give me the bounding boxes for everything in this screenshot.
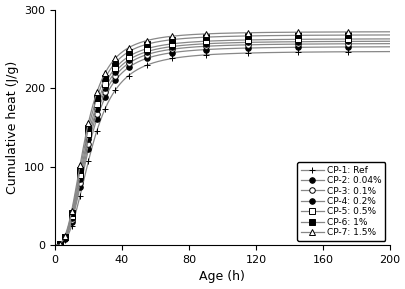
CP-6: 1%: (0, 0): 1%: (0, 0) [52,243,57,247]
Line: CP-5: 0.5%: CP-5: 0.5% [55,39,389,245]
CP-6: 1%: (145, 267): 1%: (145, 267) [295,34,300,37]
CP-1: Ref: (200, 246): Ref: (200, 246) [386,50,391,53]
CP-5: 0.5%: (184, 263): 0.5%: (184, 263) [360,37,364,41]
CP-2: 0.04%: (84, 248): 0.04%: (84, 248) [193,49,198,52]
CP-1: Ref: (184, 246): Ref: (184, 246) [360,50,364,53]
CP-4: 0.2%: (184, 260): 0.2%: (184, 260) [360,40,364,43]
CP-4: 0.2%: (95, 257): 0.2%: (95, 257) [211,42,216,45]
CP-1: Ref: (194, 246): Ref: (194, 246) [376,50,381,53]
CP-3: 0.1%: (200, 257): 0.1%: (200, 257) [386,42,391,45]
CP-7: 1.5%: (0, 0): 1.5%: (0, 0) [52,243,57,247]
CP-3: 0.1%: (85.6, 253): 0.1%: (85.6, 253) [196,45,200,49]
CP-6: 1%: (95, 265): 1%: (95, 265) [211,35,216,38]
CP-5: 0.5%: (0, 0): 0.5%: (0, 0) [52,243,57,247]
CP-3: 0.1%: (84, 252): 0.1%: (84, 252) [193,45,198,49]
CP-4: 0.2%: (84, 256): 0.2%: (84, 256) [193,42,198,46]
CP-6: 1%: (184, 268): 1%: (184, 268) [360,33,364,37]
CP-6: 1%: (85.6, 264): 1%: (85.6, 264) [196,36,200,39]
CP-4: 0.2%: (145, 259): 0.2%: (145, 259) [295,40,300,43]
CP-7: 1.5%: (85.6, 269): 1.5%: (85.6, 269) [196,32,200,36]
CP-7: 1.5%: (184, 272): 1.5%: (184, 272) [360,30,364,34]
CP-6: 1%: (200, 268): 1%: (200, 268) [386,33,391,37]
CP-2: 0.04%: (95, 250): 0.04%: (95, 250) [211,47,216,51]
CP-1: Ref: (0, 0): Ref: (0, 0) [52,243,57,247]
Legend: CP-1: Ref, CP-2: 0.04%, CP-3: 0.1%, CP-4: 0.2%, CP-5: 0.5%, CP-6: 1%, CP-7: 1.5%: CP-1: Ref, CP-2: 0.04%, CP-3: 0.1%, CP-4… [296,162,384,241]
CP-1: Ref: (85.6, 242): Ref: (85.6, 242) [196,54,200,57]
CP-7: 1.5%: (194, 272): 1.5%: (194, 272) [376,30,381,34]
X-axis label: Age (h): Age (h) [199,271,245,284]
CP-3: 0.1%: (95, 254): 0.1%: (95, 254) [211,44,216,48]
Line: CP-1: Ref: CP-1: Ref [55,51,389,245]
Line: CP-4: 0.2%: CP-4: 0.2% [55,41,389,245]
CP-5: 0.5%: (194, 263): 0.5%: (194, 263) [376,37,381,41]
CP-6: 1%: (194, 268): 1%: (194, 268) [376,33,381,37]
CP-6: 1%: (84, 264): 1%: (84, 264) [193,36,198,39]
CP-7: 1.5%: (200, 272): 1.5%: (200, 272) [386,30,391,34]
CP-4: 0.2%: (85.6, 256): 0.2%: (85.6, 256) [196,42,200,46]
CP-4: 0.2%: (194, 260): 0.2%: (194, 260) [376,40,381,43]
CP-7: 1.5%: (95, 269): 1.5%: (95, 269) [211,32,216,35]
CP-1: Ref: (84, 241): Ref: (84, 241) [193,54,198,57]
Line: CP-3: 0.1%: CP-3: 0.1% [55,44,389,245]
CP-3: 0.1%: (194, 257): 0.1%: (194, 257) [376,42,381,45]
CP-2: 0.04%: (0, 0): 0.04%: (0, 0) [52,243,57,247]
CP-5: 0.5%: (85.6, 259): 0.5%: (85.6, 259) [196,40,200,43]
CP-5: 0.5%: (84, 259): 0.5%: (84, 259) [193,40,198,44]
CP-7: 1.5%: (84, 268): 1.5%: (84, 268) [193,33,198,36]
CP-2: 0.04%: (145, 252): 0.04%: (145, 252) [295,46,300,49]
CP-5: 0.5%: (145, 262): 0.5%: (145, 262) [295,38,300,41]
Line: CP-6: 1%: CP-6: 1% [55,35,389,245]
CP-3: 0.1%: (0, 0): 0.1%: (0, 0) [52,243,57,247]
CP-2: 0.04%: (184, 252): 0.04%: (184, 252) [360,45,364,49]
CP-3: 0.1%: (145, 256): 0.1%: (145, 256) [295,42,300,46]
CP-2: 0.04%: (85.6, 248): 0.04%: (85.6, 248) [196,48,200,52]
CP-1: Ref: (95, 243): Ref: (95, 243) [211,53,216,56]
CP-4: 0.2%: (200, 260): 0.2%: (200, 260) [386,40,391,43]
CP-4: 0.2%: (0, 0): 0.2%: (0, 0) [52,243,57,247]
CP-2: 0.04%: (200, 253): 0.04%: (200, 253) [386,45,391,49]
Line: CP-7: 1.5%: CP-7: 1.5% [55,32,389,245]
CP-3: 0.1%: (184, 256): 0.1%: (184, 256) [360,42,364,45]
CP-5: 0.5%: (200, 263): 0.5%: (200, 263) [386,37,391,41]
CP-1: Ref: (145, 246): Ref: (145, 246) [295,50,300,54]
CP-2: 0.04%: (194, 253): 0.04%: (194, 253) [376,45,381,49]
CP-5: 0.5%: (95, 260): 0.5%: (95, 260) [211,39,216,42]
Y-axis label: Cumulative heat (J/g): Cumulative heat (J/g) [6,61,19,194]
CP-7: 1.5%: (145, 271): 1.5%: (145, 271) [295,30,300,34]
Line: CP-2: 0.04%: CP-2: 0.04% [55,47,389,245]
